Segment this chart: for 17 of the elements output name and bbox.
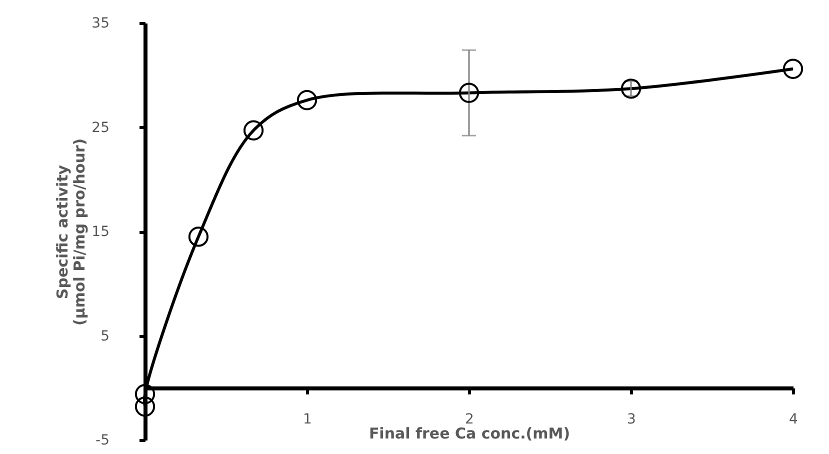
point (134, 384, 156, 404)
point (620, 78, 642, 99)
point (134, 396, 156, 417)
y-tick-label: 25 (92, 120, 110, 136)
y-tick-label: -5 (96, 432, 110, 448)
point (243, 120, 264, 140)
y-tick-label: 5 (100, 328, 110, 344)
x-tick-label: 4 (789, 411, 798, 428)
x-tick-label: 3 (627, 411, 636, 428)
point (458, 82, 480, 103)
y-axis-title: Specific activity (µmol Pi/mg pro/hour) (54, 138, 89, 326)
x-tick-label: 1 (303, 411, 312, 428)
y-tick-label: 35 (92, 16, 110, 32)
point (782, 58, 804, 79)
point (188, 226, 209, 247)
point (296, 90, 318, 110)
y-tick-label: 15 (92, 224, 110, 240)
